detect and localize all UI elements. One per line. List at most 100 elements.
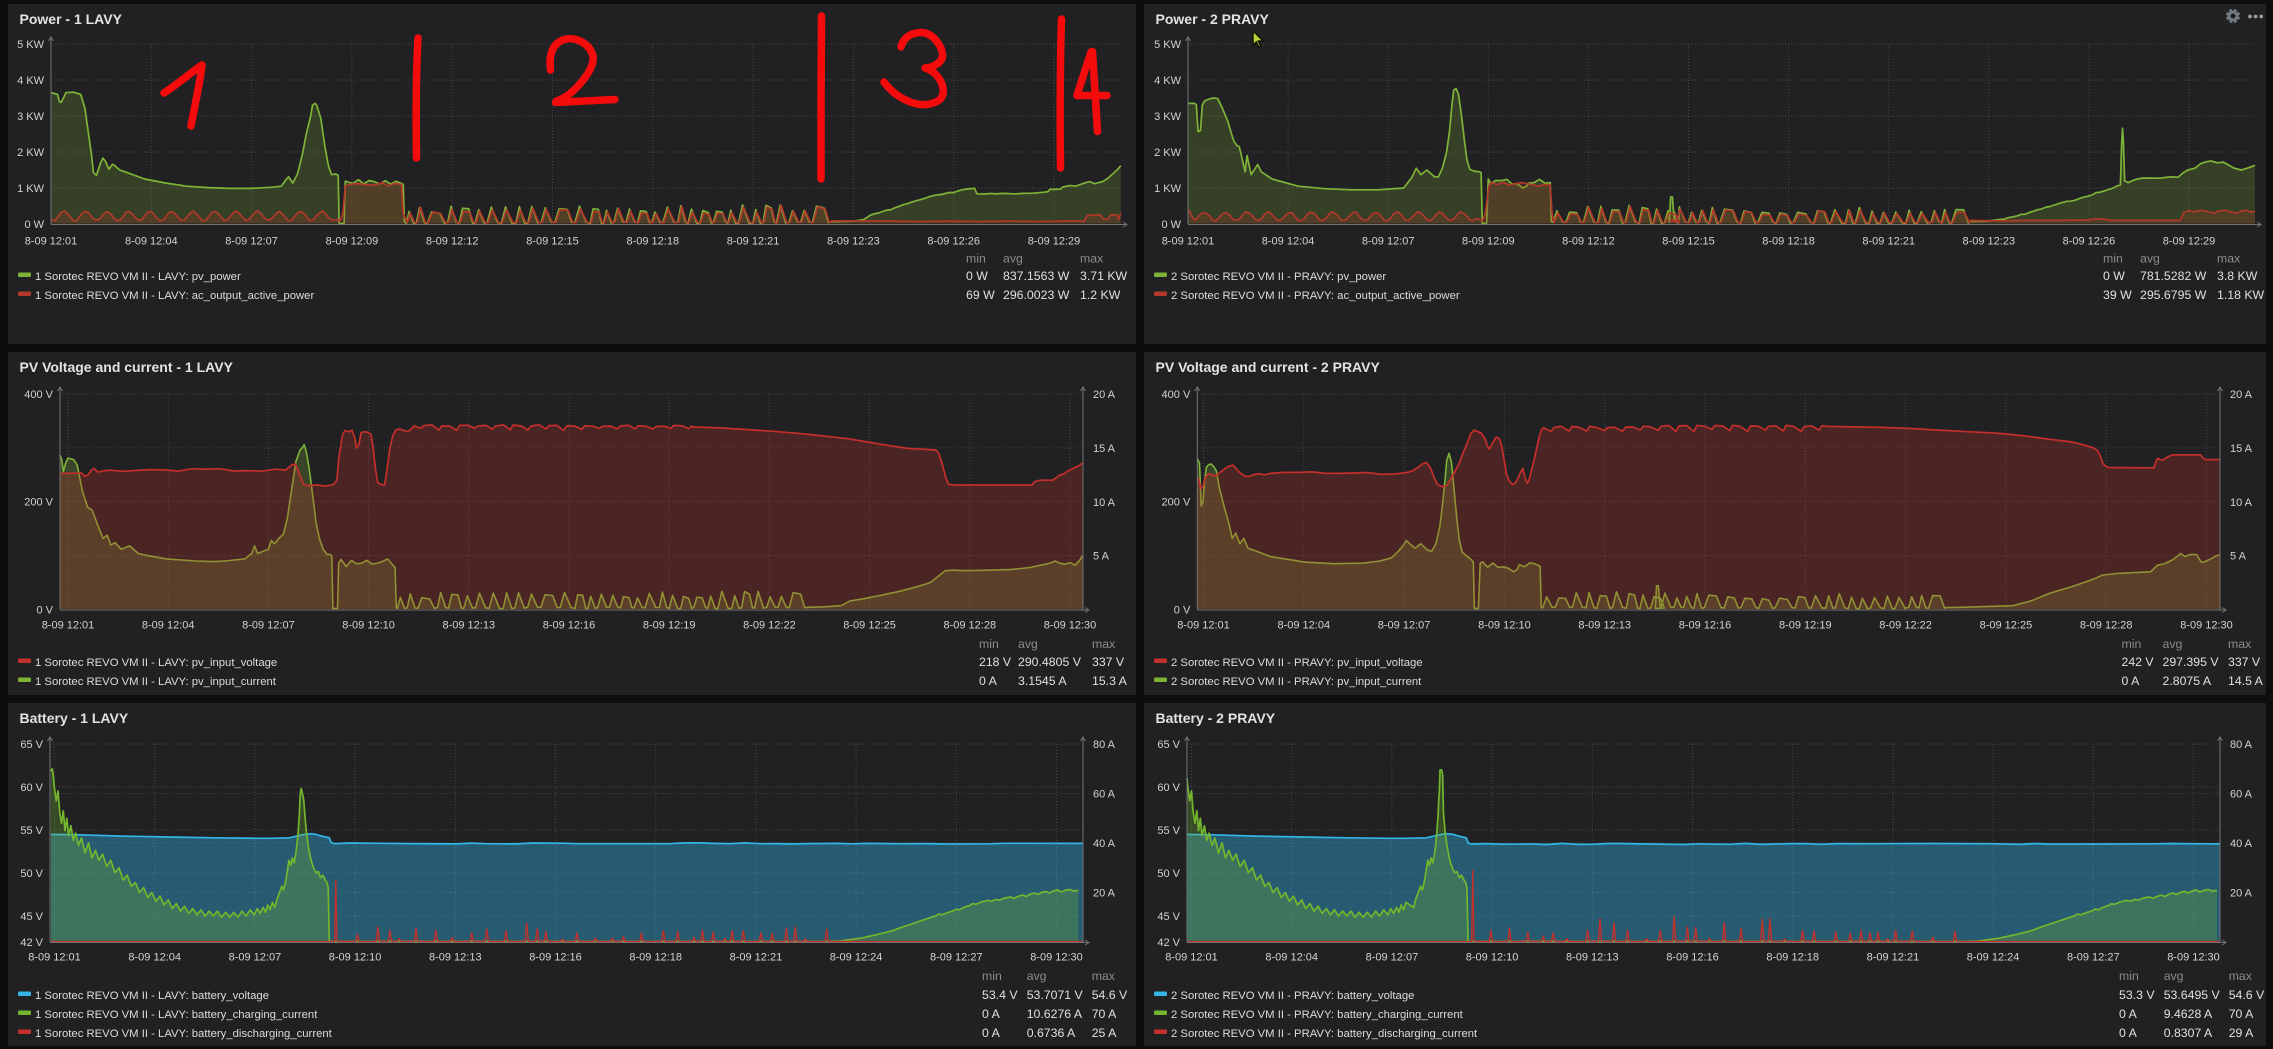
svg-text:0 W: 0 W [1161, 219, 1181, 231]
svg-text:20 A: 20 A [1093, 888, 1116, 900]
svg-text:8-09 12:22: 8-09 12:22 [1879, 620, 1932, 632]
svg-text:min: min [2119, 969, 2139, 983]
svg-text:8-09 12:16: 8-09 12:16 [529, 952, 582, 964]
svg-text:Battery - 1 LAVY: Battery - 1 LAVY [20, 710, 129, 726]
svg-text:max: max [2228, 637, 2252, 651]
svg-text:8-09 12:27: 8-09 12:27 [2067, 952, 2120, 964]
svg-text:8-09 12:18: 8-09 12:18 [1766, 952, 1819, 964]
svg-text:4 KW: 4 KW [1154, 75, 1182, 87]
svg-text:0 W: 0 W [24, 219, 44, 231]
svg-text:8-09 12:07: 8-09 12:07 [1362, 236, 1415, 248]
svg-text:2 Sorotec REVO VM II - PRAVY:: 2 Sorotec REVO VM II - PRAVY: battery_vo… [1171, 990, 1414, 1002]
svg-text:53.7071 V: 53.7071 V [1027, 988, 1084, 1002]
svg-text:2 Sorotec REVO VM II - PRAVY:: 2 Sorotec REVO VM II - PRAVY: pv_input_v… [1171, 657, 1423, 669]
svg-text:0 W: 0 W [2103, 269, 2125, 283]
svg-text:0 V: 0 V [1174, 605, 1191, 617]
svg-text:8-09 12:18: 8-09 12:18 [629, 952, 682, 964]
svg-text:max: max [1092, 969, 1116, 983]
svg-text:8-09 12:21: 8-09 12:21 [730, 952, 783, 964]
svg-text:8-09 12:15: 8-09 12:15 [1662, 236, 1715, 248]
svg-text:min: min [966, 252, 986, 266]
svg-text:8-09 12:16: 8-09 12:16 [543, 620, 596, 632]
svg-text:0 A: 0 A [2119, 1026, 2138, 1040]
svg-text:8-09 12:04: 8-09 12:04 [128, 952, 181, 964]
svg-text:337 V: 337 V [2228, 655, 2261, 669]
svg-text:8-09 12:19: 8-09 12:19 [643, 620, 696, 632]
svg-text:8-09 12:21: 8-09 12:21 [1862, 236, 1915, 248]
svg-text:8-09 12:30: 8-09 12:30 [2180, 620, 2233, 632]
svg-text:8-09 12:07: 8-09 12:07 [225, 236, 278, 248]
svg-text:53.3 V: 53.3 V [2119, 988, 2155, 1002]
svg-text:3 KW: 3 KW [1154, 111, 1182, 123]
svg-text:8-09 12:01: 8-09 12:01 [42, 620, 95, 632]
svg-text:8-09 12:26: 8-09 12:26 [2063, 236, 2116, 248]
svg-text:65 V: 65 V [1157, 739, 1180, 751]
svg-text:400 V: 400 V [1162, 389, 1191, 401]
svg-text:8-09 12:27: 8-09 12:27 [930, 952, 983, 964]
svg-text:2 Sorotec REVO VM II - PRAVY:: 2 Sorotec REVO VM II - PRAVY: ac_output_… [1171, 290, 1460, 302]
svg-text:max: max [1080, 252, 1104, 266]
svg-text:54.6 V: 54.6 V [2229, 988, 2265, 1002]
svg-text:60 V: 60 V [20, 782, 43, 794]
svg-text:8-09 12:29: 8-09 12:29 [1028, 236, 1081, 248]
svg-text:1.2 KW: 1.2 KW [1080, 288, 1121, 302]
svg-text:2 Sorotec REVO VM II - PRAVY:: 2 Sorotec REVO VM II - PRAVY: pv_input_c… [1171, 676, 1422, 688]
svg-text:69 W: 69 W [966, 288, 995, 302]
svg-text:8-09 12:28: 8-09 12:28 [2080, 620, 2133, 632]
svg-text:54.6 V: 54.6 V [1092, 988, 1128, 1002]
svg-text:70 A: 70 A [2229, 1007, 2254, 1021]
svg-text:70 A: 70 A [1092, 1007, 1117, 1021]
svg-text:1 Sorotec REVO VM II - LAVY: a: 1 Sorotec REVO VM II - LAVY: ac_output_a… [35, 290, 314, 302]
svg-text:40 A: 40 A [2230, 838, 2253, 850]
svg-text:1.18 KW: 1.18 KW [2217, 288, 2265, 302]
svg-text:781.5282 W: 781.5282 W [2140, 269, 2207, 283]
svg-text:2.8075 A: 2.8075 A [2163, 674, 2212, 688]
svg-text:80 A: 80 A [2230, 739, 2253, 751]
svg-text:1 KW: 1 KW [1154, 183, 1182, 195]
svg-text:8-09 12:13: 8-09 12:13 [1566, 952, 1619, 964]
svg-text:8-09 12:21: 8-09 12:21 [727, 236, 780, 248]
svg-text:8-09 12:04: 8-09 12:04 [1277, 620, 1330, 632]
svg-text:5 KW: 5 KW [17, 39, 45, 51]
svg-text:avg: avg [1003, 252, 1023, 266]
svg-text:8-09 12:04: 8-09 12:04 [125, 236, 178, 248]
svg-text:60 A: 60 A [1093, 789, 1116, 801]
svg-text:20 A: 20 A [2230, 389, 2253, 401]
svg-text:10 A: 10 A [2230, 497, 2253, 509]
svg-text:8-09 12:16: 8-09 12:16 [1666, 952, 1719, 964]
svg-text:242 V: 242 V [2122, 655, 2155, 669]
svg-text:8-09 12:30: 8-09 12:30 [1044, 620, 1097, 632]
svg-text:8-09 12:12: 8-09 12:12 [1562, 236, 1615, 248]
svg-text:Power - 1 LAVY: Power - 1 LAVY [20, 11, 123, 27]
svg-text:20 A: 20 A [1093, 389, 1116, 401]
svg-text:0 V: 0 V [36, 605, 53, 617]
svg-text:avg: avg [1027, 969, 1047, 983]
svg-text:8-09 12:18: 8-09 12:18 [1762, 236, 1815, 248]
svg-text:1 Sorotec REVO VM II - LAVY: b: 1 Sorotec REVO VM II - LAVY: battery_dis… [35, 1028, 333, 1040]
svg-text:8-09 12:16: 8-09 12:16 [1679, 620, 1732, 632]
svg-text:min: min [2103, 252, 2123, 266]
svg-text:8-09 12:26: 8-09 12:26 [927, 236, 980, 248]
svg-text:2 Sorotec REVO VM II - PRAVY:: 2 Sorotec REVO VM II - PRAVY: battery_di… [1171, 1028, 1478, 1040]
svg-text:8-09 12:21: 8-09 12:21 [1867, 952, 1920, 964]
svg-text:3 KW: 3 KW [17, 111, 45, 123]
svg-text:837.1563 W: 837.1563 W [1003, 269, 1070, 283]
svg-text:8-09 12:10: 8-09 12:10 [1478, 620, 1531, 632]
svg-text:avg: avg [2163, 637, 2183, 651]
svg-text:40 A: 40 A [1093, 838, 1116, 850]
svg-text:29 A: 29 A [2229, 1026, 2254, 1040]
svg-text:8-09 12:04: 8-09 12:04 [1265, 952, 1318, 964]
svg-text:8-09 12:19: 8-09 12:19 [1779, 620, 1832, 632]
svg-text:60 V: 60 V [1157, 782, 1180, 794]
svg-text:0 A: 0 A [982, 1026, 1001, 1040]
svg-text:0 A: 0 A [2119, 1007, 2138, 1021]
svg-text:50 V: 50 V [20, 868, 43, 880]
svg-text:290.4805 V: 290.4805 V [1018, 655, 1082, 669]
svg-text:8-09 12:24: 8-09 12:24 [1967, 952, 2020, 964]
svg-text:8-09 12:10: 8-09 12:10 [329, 952, 382, 964]
svg-text:8-09 12:01: 8-09 12:01 [1162, 236, 1215, 248]
svg-text:53.6495 V: 53.6495 V [2164, 988, 2221, 1002]
svg-text:0 W: 0 W [966, 269, 988, 283]
svg-text:45 V: 45 V [20, 911, 43, 923]
svg-text:1 Sorotec REVO VM II - LAVY: b: 1 Sorotec REVO VM II - LAVY: battery_vol… [35, 990, 269, 1002]
